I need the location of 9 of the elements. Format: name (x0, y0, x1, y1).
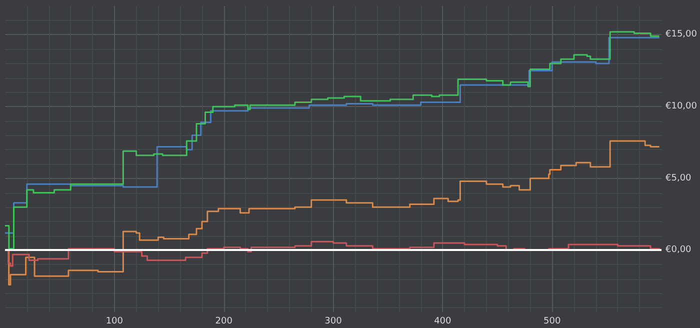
x-tick-label: 300 (324, 316, 342, 326)
x-tick-label: 200 (215, 316, 233, 326)
y-tick-label: €0,00 (666, 245, 692, 256)
y-tick-label: €10,00 (666, 102, 698, 112)
x-tick-label: 100 (106, 316, 124, 326)
y-tick-label: €15,00 (666, 30, 698, 40)
x-tick-label: 500 (543, 316, 561, 326)
x-tick-label: 400 (434, 316, 452, 326)
y-tick-label: €5,00 (666, 173, 692, 184)
